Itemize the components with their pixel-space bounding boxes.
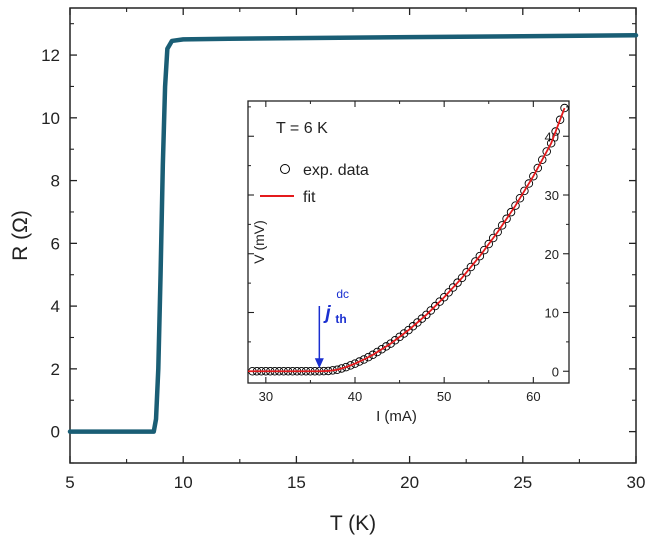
inset-x-tick-label: 30 — [259, 389, 273, 404]
main-x-tick-label: 15 — [287, 473, 306, 492]
inset-data-point — [488, 233, 498, 243]
inset-data-point — [422, 310, 431, 320]
inset-legend-title: T = 6 K — [276, 120, 328, 137]
inset-data-point — [502, 214, 511, 224]
main-series-line — [67, 33, 639, 434]
inset-data-point — [484, 239, 494, 249]
inset-plot-frame — [247, 100, 570, 384]
main-y-tick-label: 4 — [51, 297, 60, 316]
inset-y-tick-label: 10 — [545, 306, 559, 321]
inset-data-point — [439, 292, 449, 302]
threshold-label-superscript: dc — [336, 287, 349, 301]
legend-label-fit: fit — [303, 189, 316, 206]
inset-y-tick-label: 0 — [552, 364, 559, 379]
inset-data-point — [480, 245, 489, 255]
inset-data-point — [368, 350, 378, 360]
main-x-axis-label: T (K) — [330, 512, 376, 535]
inset-data-point — [444, 288, 453, 297]
inset-x-tick-label: 50 — [437, 389, 451, 404]
main-y-axis-label: R (Ω) — [9, 210, 32, 261]
inset-data-point — [337, 364, 346, 373]
legend-label-exp-data: exp. data — [303, 162, 369, 179]
inset-data-point — [462, 268, 471, 277]
inset-data-point — [497, 221, 507, 230]
threshold-arrow-head — [314, 358, 324, 369]
threshold-label: j — [322, 303, 331, 324]
main-x-tick-label: 10 — [174, 473, 193, 492]
inset-data-point — [555, 115, 565, 125]
inset-data-point — [546, 139, 556, 148]
inset-data-point — [466, 262, 476, 272]
inset-data-point — [542, 147, 551, 156]
inset-data-point — [346, 361, 355, 370]
inset-x-axis-label: I (mA) — [376, 408, 417, 425]
inset-data-point — [426, 306, 436, 315]
main-y-tick-label: 2 — [51, 360, 60, 379]
main-y-tick-label: 6 — [51, 234, 60, 253]
inset-data-point — [364, 352, 373, 362]
inset-data-point — [457, 273, 467, 283]
threshold-label-subscript: th — [335, 312, 346, 326]
inset-data-point — [551, 127, 560, 136]
inset-data-point — [471, 257, 480, 266]
main-chart: 5 10 15 20 25 30 0 2 4 6 8 10 12 T (K) R (Ω) — [9, 7, 646, 535]
inset-data-point — [355, 357, 364, 366]
inset-data-point — [560, 103, 569, 113]
inset-data-point — [435, 297, 444, 306]
main-x-tick-label: 25 — [513, 473, 532, 492]
inset-data-point — [506, 207, 516, 217]
inset-y-tick-label: 20 — [545, 247, 559, 262]
main-y-tick-label: 8 — [51, 172, 60, 191]
inset-data-point — [381, 342, 391, 351]
inset-data-point — [533, 163, 543, 173]
inset-y-tick-label: 30 — [545, 188, 559, 203]
inset-y-axis-label: V (mV) — [251, 220, 267, 264]
inset-data-point — [350, 359, 360, 368]
inset-data-point — [359, 355, 369, 364]
inset-data-point — [377, 344, 387, 354]
inset-x-tick-label: 40 — [348, 389, 362, 404]
inset-x-tick-label: 60 — [526, 389, 540, 404]
inset-data-point — [341, 362, 351, 372]
inset-data-point — [431, 301, 440, 311]
inset-data-point — [373, 347, 382, 357]
main-y-tick-label: 10 — [41, 109, 60, 128]
main-y-tick-label: 12 — [41, 46, 60, 65]
main-x-tick-label: 5 — [65, 473, 74, 492]
inset-data-point — [538, 155, 547, 164]
inset-data-point — [529, 171, 538, 181]
main-x-tick-label: 20 — [400, 473, 419, 492]
inset-data-point — [515, 193, 525, 203]
inset-data-point — [453, 278, 462, 287]
legend-marker-exp-data — [280, 164, 290, 174]
inset-fit-line — [248, 107, 566, 373]
inset-data-point — [524, 179, 534, 188]
inset-data-point — [475, 251, 485, 261]
inset-data-point — [493, 227, 502, 237]
main-y-tick-label: 0 — [51, 423, 60, 442]
inset-data-point — [511, 201, 520, 210]
inset-data-point — [520, 186, 529, 196]
main-x-tick-label: 30 — [627, 473, 646, 492]
inset-data-point — [448, 283, 458, 292]
